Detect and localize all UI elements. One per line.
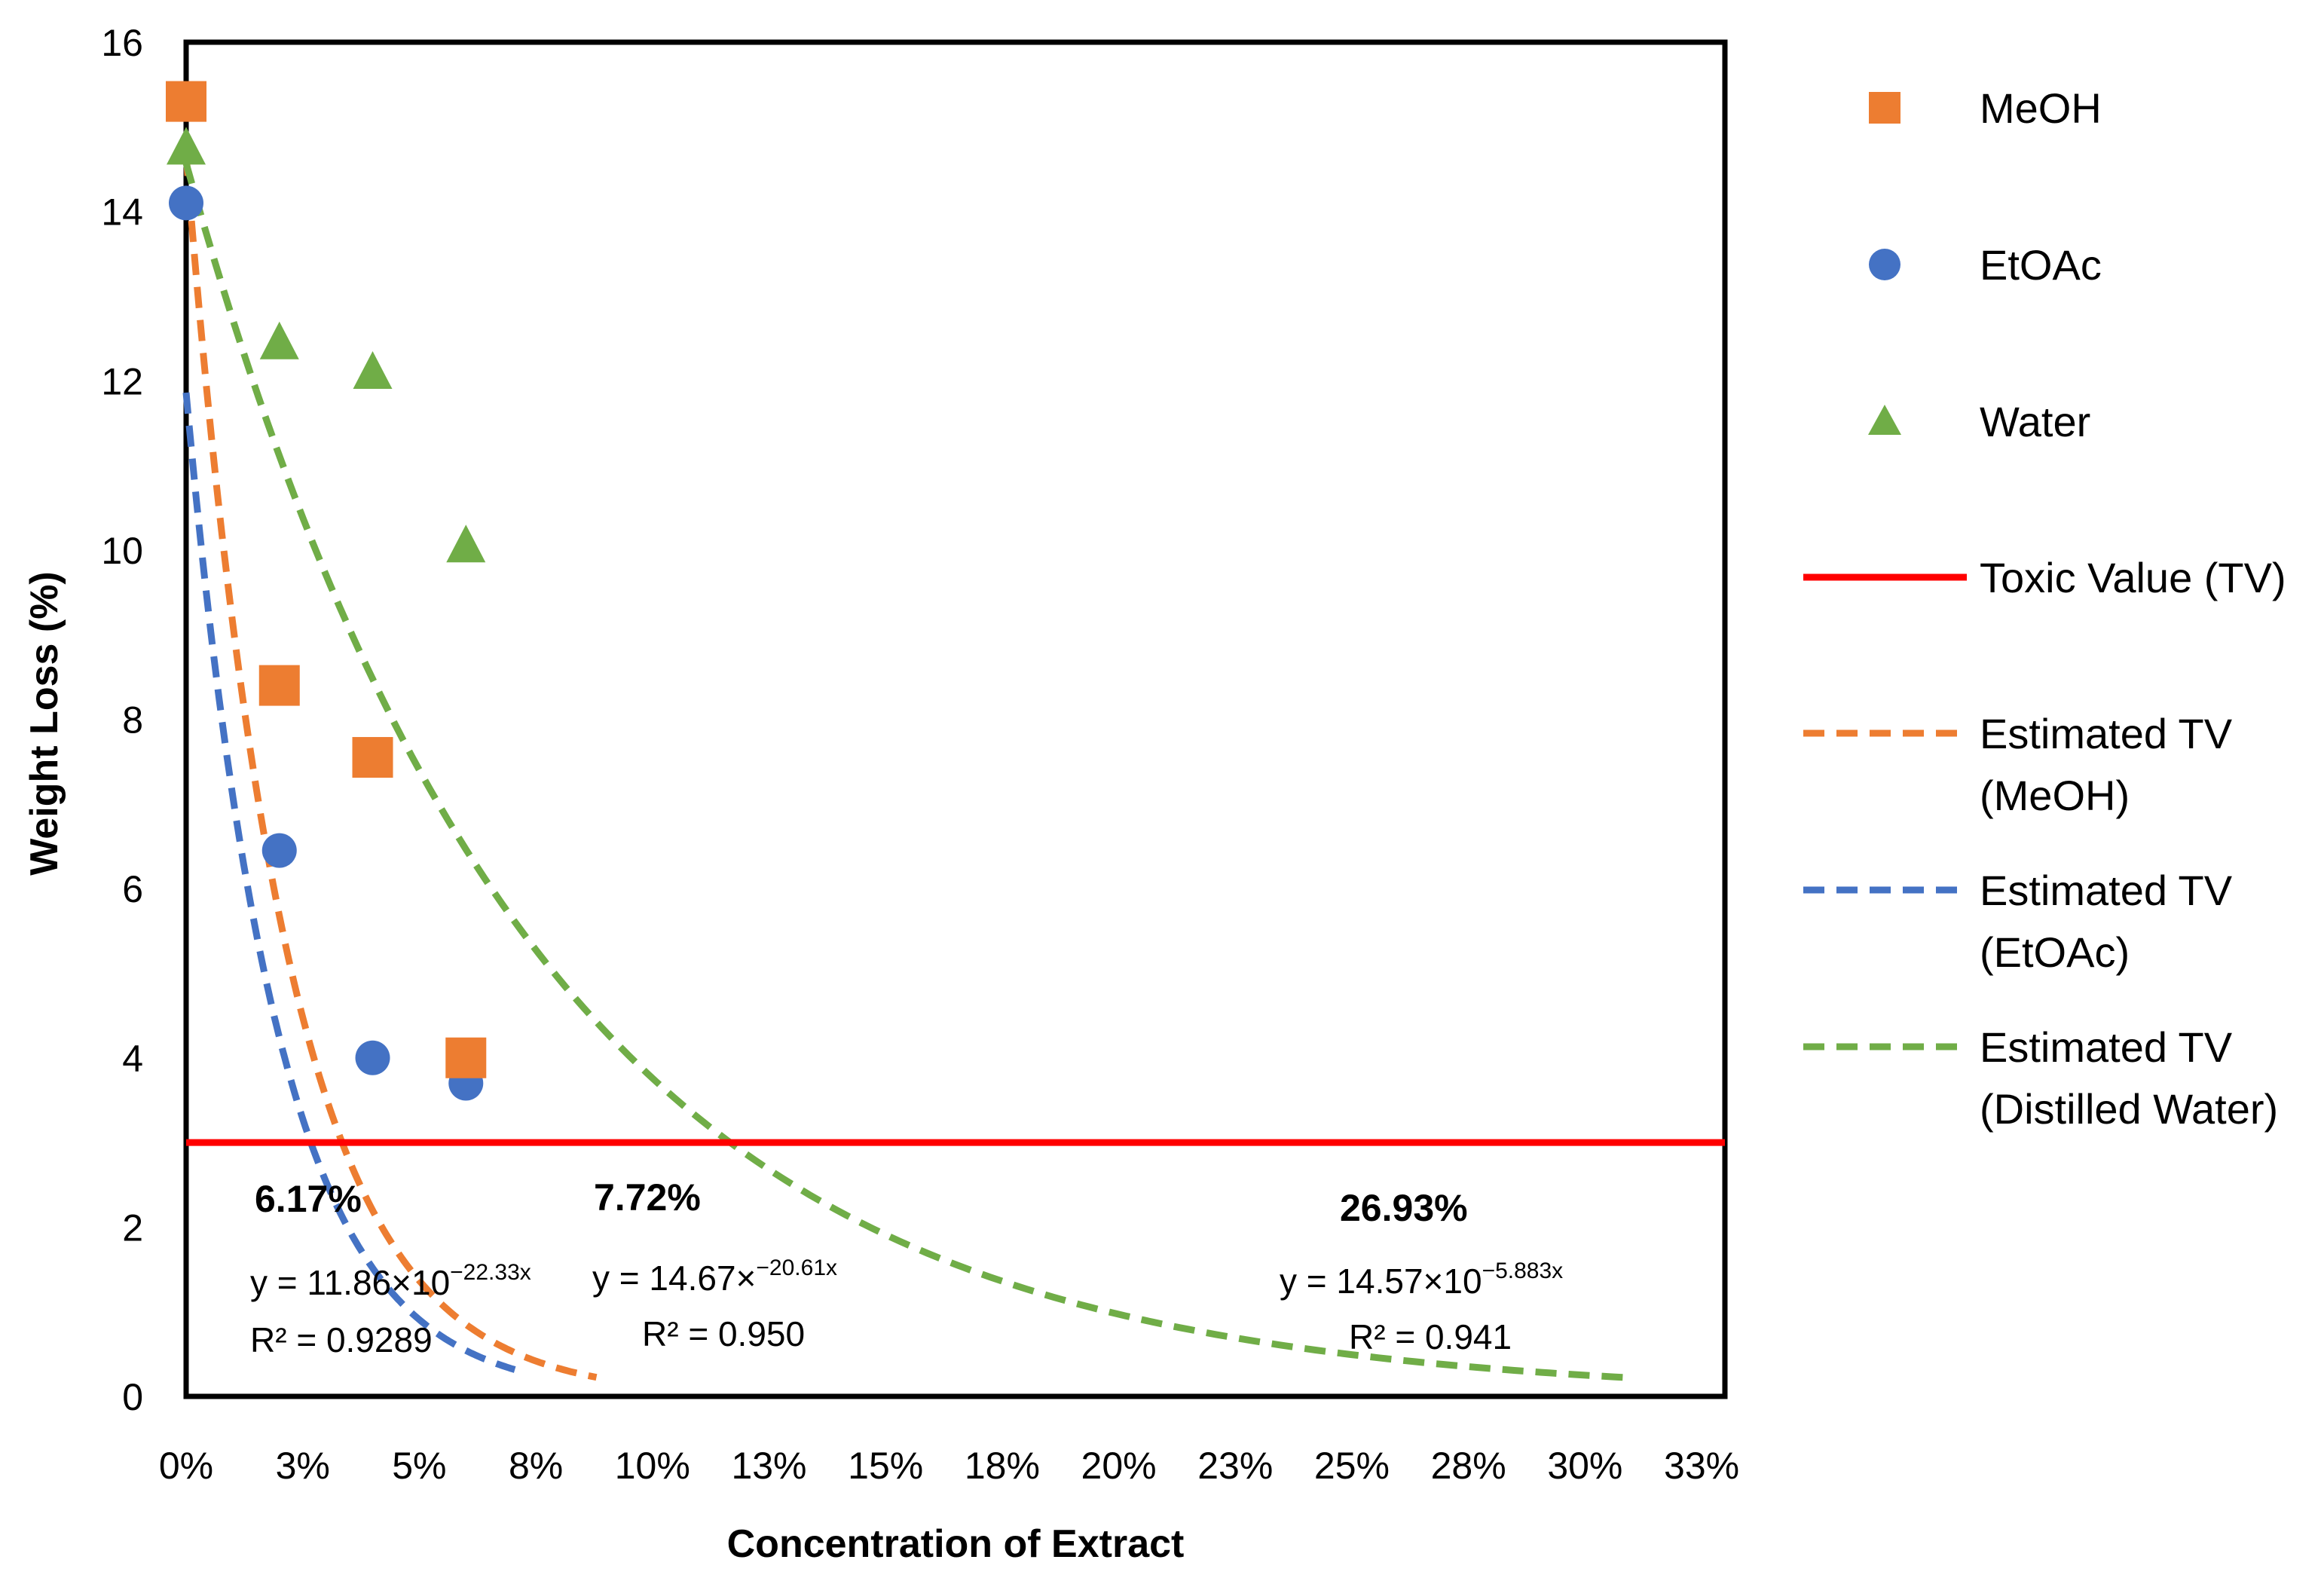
x-axis-title: Concentration of Extract — [727, 1522, 1185, 1566]
x-tick-label: 13% — [731, 1445, 806, 1487]
legend-label: Water — [1980, 398, 2090, 445]
legend-entry: EtOAc — [1869, 241, 2102, 289]
x-tick-label: 33% — [1664, 1445, 1739, 1487]
meoh-data-point — [258, 665, 300, 706]
legend-swatch — [1869, 92, 1900, 124]
y-tick-label: 12 — [101, 360, 143, 402]
etoac-r2: R² = 0.9289 — [250, 1320, 433, 1359]
legend-label: (EtOAc) — [1980, 928, 2130, 976]
etoac-data-point — [355, 1040, 390, 1075]
plot-area — [183, 39, 1728, 1399]
legend-entry: MeOH — [1869, 84, 2102, 132]
water-r2: R² = 0.941 — [1349, 1317, 1512, 1356]
x-tick-label: 18% — [965, 1445, 1040, 1487]
data-markers — [166, 81, 487, 1101]
water-data-point — [353, 351, 393, 390]
x-tick-label: 25% — [1314, 1445, 1390, 1487]
x-tick-label: 8% — [509, 1445, 563, 1487]
legend-label: Estimated TV — [1980, 867, 2233, 914]
legend-label: (Distilled Water) — [1980, 1085, 2278, 1133]
legend-swatch — [1869, 249, 1900, 280]
water-data-point — [446, 524, 486, 563]
meoh-data-point — [445, 1037, 487, 1078]
meoh-cutoff-label: 7.72% — [594, 1176, 701, 1219]
legend-entry: Estimated TV (EtOAc) — [1803, 867, 2233, 976]
y-tick-label: 14 — [101, 191, 143, 234]
x-tick-label: 23% — [1197, 1445, 1273, 1487]
fit-curve — [182, 154, 598, 1381]
x-tick-label: 30% — [1547, 1445, 1622, 1487]
fit-curve — [182, 162, 1632, 1381]
legend: MeOH EtOAc Water Toxic Value (TV) Estimated … — [1803, 84, 2286, 1133]
x-tick-label: 0% — [159, 1445, 213, 1487]
legend-swatch — [1868, 405, 1901, 435]
y-tick-label: 8 — [122, 699, 143, 742]
meoh-data-point — [166, 81, 206, 122]
y-tick-label: 6 — [122, 868, 143, 910]
legend-label: Estimated TV — [1980, 710, 2233, 757]
y-axis-ticks: 0 2 4 6 8 10 12 14 16 — [101, 22, 143, 1418]
meoh-data-point — [352, 737, 393, 778]
etoac-equation: y = 11.86×10−22.33x — [250, 1260, 531, 1302]
water-data-point — [167, 127, 206, 165]
legend-label: EtOAc — [1980, 241, 2102, 289]
legend-entry: Water — [1868, 398, 2090, 445]
y-tick-label: 2 — [122, 1206, 143, 1249]
y-tick-label: 10 — [101, 530, 143, 572]
etoac-data-point — [261, 833, 297, 868]
etoac-data-point — [169, 185, 203, 221]
y-tick-label: 4 — [122, 1038, 143, 1080]
x-tick-label: 3% — [276, 1445, 330, 1487]
meoh-r2: R² = 0.950 — [642, 1314, 805, 1353]
water-equation: y = 14.57×10−5.883x — [1280, 1258, 1563, 1301]
x-tick-label: 20% — [1081, 1445, 1157, 1487]
legend-entry: Estimated TV (MeOH) — [1803, 710, 2233, 819]
y-tick-label: 0 — [122, 1376, 143, 1418]
x-axis-ticks: 0% 3% 5% 8% 10% 13% 15% 18% 20% 23% 25% 28% 30% 33% — [159, 1445, 1739, 1487]
y-axis-title: Weight Loss (%) — [23, 571, 66, 875]
etoac-cutoff-label: 6.17% — [255, 1178, 362, 1220]
x-tick-label: 5% — [392, 1445, 446, 1487]
fit-curves — [182, 154, 1632, 1381]
meoh-equation: y = 14.67×−20.61x — [592, 1255, 837, 1298]
legend-label: (MeOH) — [1980, 772, 2130, 819]
legend-label: Toxic Value (TV) — [1980, 554, 2286, 601]
x-tick-label: 15% — [848, 1445, 923, 1487]
legend-label: MeOH — [1980, 84, 2102, 132]
legend-entry: Toxic Value (TV) — [1803, 554, 2286, 601]
water-data-point — [259, 321, 299, 359]
x-tick-label: 28% — [1431, 1445, 1506, 1487]
water-cutoff-label: 26.93% — [1340, 1187, 1468, 1229]
x-tick-label: 10% — [615, 1445, 690, 1487]
y-tick-label: 16 — [101, 22, 143, 64]
legend-entry: Estimated TV (Distilled Water) — [1803, 1023, 2278, 1133]
legend-label: Estimated TV — [1980, 1023, 2233, 1071]
